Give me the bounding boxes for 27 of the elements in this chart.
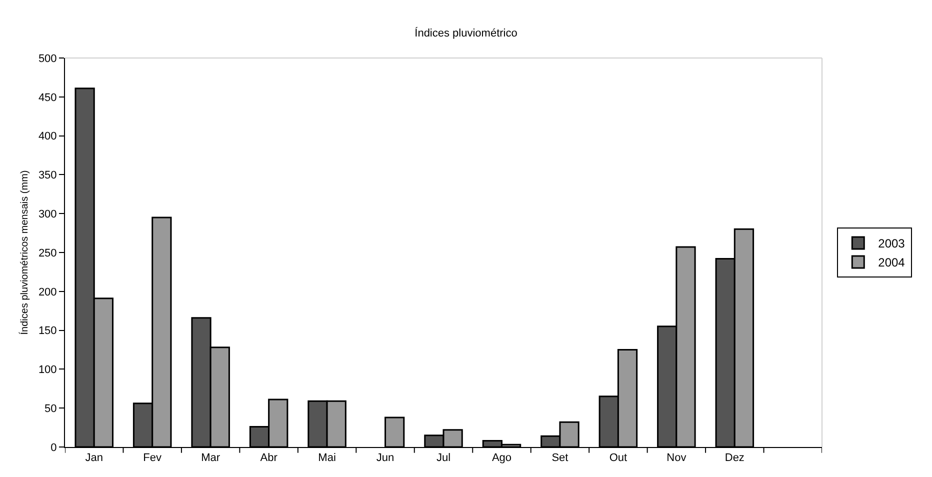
legend-label: 2003: [878, 236, 906, 251]
y-axis-title: Índices pluviométricos mensais (mm): [18, 170, 30, 335]
legend-label: 2004: [878, 256, 906, 270]
chart-title: Índices pluviométrico: [414, 26, 518, 40]
y-tick-label: 50: [44, 402, 57, 415]
x-tick-label: Jan: [85, 452, 103, 464]
x-tick-label: Set: [552, 452, 568, 464]
x-tick-label: Dez: [724, 452, 744, 464]
x-tick-label: Abr: [260, 452, 278, 464]
y-tick-label: 350: [38, 170, 57, 182]
x-tick-label: Fev: [143, 452, 162, 464]
x-tick-label: Jul: [436, 452, 451, 464]
y-tick-label: 500: [38, 52, 57, 65]
y-tick-label: 0: [50, 442, 57, 454]
y-tick-label: 300: [38, 208, 57, 220]
x-tick-label: Out: [609, 452, 628, 464]
x-tick-label: Ago: [492, 452, 512, 464]
y-tick-label: 100: [38, 364, 57, 376]
y-tick-label: 200: [38, 286, 57, 298]
y-tick-label: 250: [38, 247, 57, 260]
y-tick-label: 150: [38, 325, 57, 338]
x-tick-label: Mai: [318, 452, 336, 464]
x-tick-label: Jun: [376, 452, 394, 464]
y-tick-label: 400: [38, 130, 57, 143]
y-tick-label: 450: [38, 92, 57, 104]
x-tick-label: Nov: [666, 452, 687, 464]
x-tick-label: Mar: [201, 452, 220, 464]
